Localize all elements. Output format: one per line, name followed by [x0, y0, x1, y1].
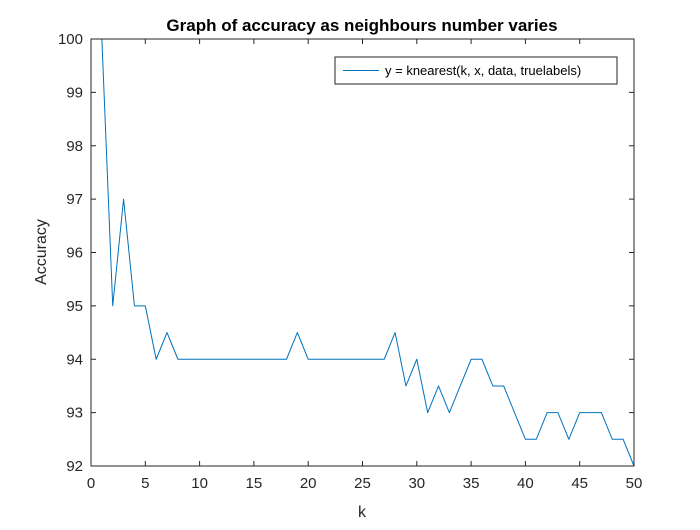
legend: y = knearest(k, x, data, truelabels): [334, 56, 618, 85]
legend-entry: y = knearest(k, x, data, truelabels): [385, 63, 581, 78]
x-tick-label: 10: [191, 475, 208, 492]
y-tick-label: 93: [66, 405, 83, 422]
x-tick-label: 30: [408, 475, 425, 492]
y-tick-label: 98: [66, 138, 83, 155]
y-axis-label: Accuracy: [33, 219, 50, 285]
x-tick-label: 40: [517, 475, 534, 492]
x-tick-label: 20: [300, 475, 317, 492]
axis-ticks: 0 5 10 15 20 25 30 35 40 45 50 92 93 94 95 96 97 98 99 100: [58, 31, 642, 492]
y-tick-label: 94: [66, 351, 83, 368]
plot-area: [91, 39, 634, 466]
x-tick-label: 45: [571, 475, 588, 492]
x-tick-label: 35: [463, 475, 480, 492]
x-axis-label: k: [358, 504, 367, 521]
y-tick-label: 100: [58, 31, 83, 48]
series-group: [101, 38, 635, 467]
x-tick-label: 5: [141, 475, 149, 492]
x-tick-label: 25: [354, 475, 371, 492]
x-tick-label: 0: [87, 475, 95, 492]
axes-box: [90, 38, 635, 467]
y-tick-label: 92: [66, 458, 83, 475]
series-line: [101, 38, 635, 467]
x-tick-label: 50: [626, 475, 643, 492]
legend-box: [334, 56, 618, 85]
y-tick-label: 95: [66, 298, 83, 315]
y-tick-label: 99: [66, 84, 83, 101]
chart-title: Graph of accuracy as neighbours number v…: [166, 16, 557, 35]
x-tick-label: 15: [246, 475, 263, 492]
y-tick-label: 97: [66, 191, 83, 208]
y-tick-label: 96: [66, 245, 83, 262]
